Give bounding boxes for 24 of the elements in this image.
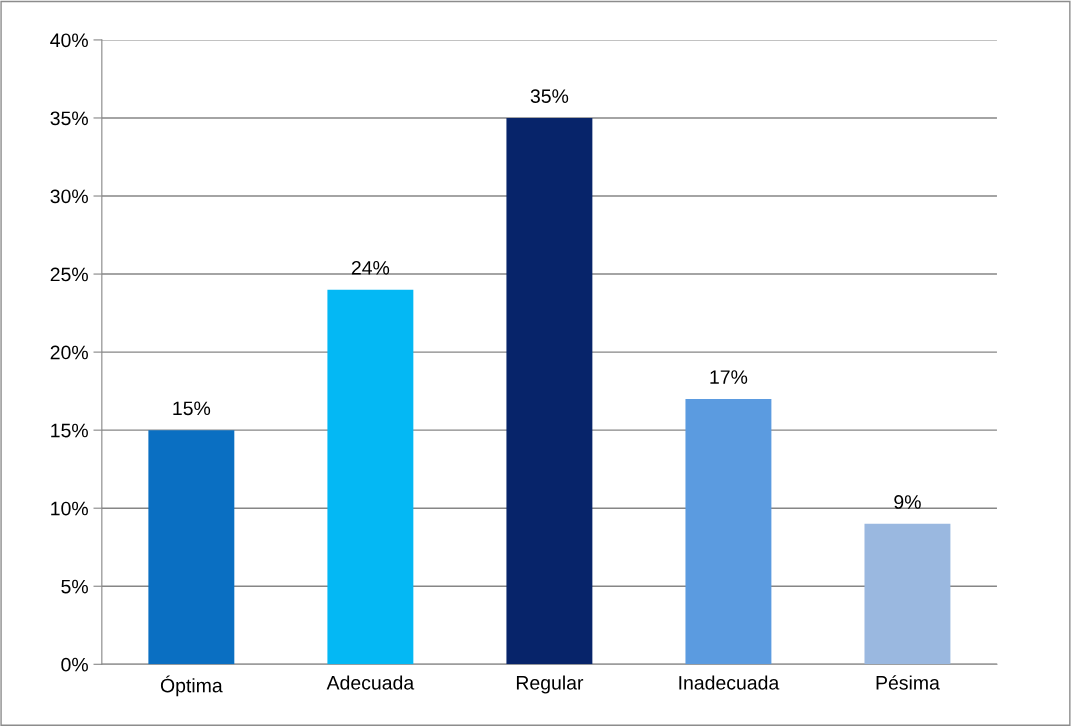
x-tick-label: Óptima	[160, 675, 223, 697]
x-tick-label: Regular	[516, 675, 584, 694]
bar	[327, 289, 414, 665]
data-label: 17%	[710, 370, 748, 384]
bar	[506, 117, 593, 665]
x-tick-label: Adecuada	[326, 675, 415, 690]
y-tick-label: 20%	[50, 345, 88, 360]
y-tick-label: 35%	[50, 111, 88, 126]
data-label: 9%	[894, 495, 921, 509]
y-tick-label: 40%	[50, 33, 88, 48]
bar	[148, 430, 235, 665]
bar	[685, 398, 772, 665]
data-label: 15%	[173, 401, 211, 416]
y-tick-label: 15%	[51, 423, 88, 438]
y-tick-label: 0%	[61, 657, 88, 672]
x-tick-label: Inadecuada	[679, 675, 780, 690]
x-tick-label: Pésima	[876, 675, 940, 690]
y-tick-label: 5%	[61, 579, 88, 594]
bar	[864, 523, 951, 665]
y-tick-label: 10%	[51, 501, 88, 516]
y-tick-label: 25%	[50, 267, 88, 282]
data-label: 24%	[351, 260, 390, 275]
y-tick-label: 30%	[50, 189, 88, 204]
data-label: 35%	[530, 89, 569, 104]
